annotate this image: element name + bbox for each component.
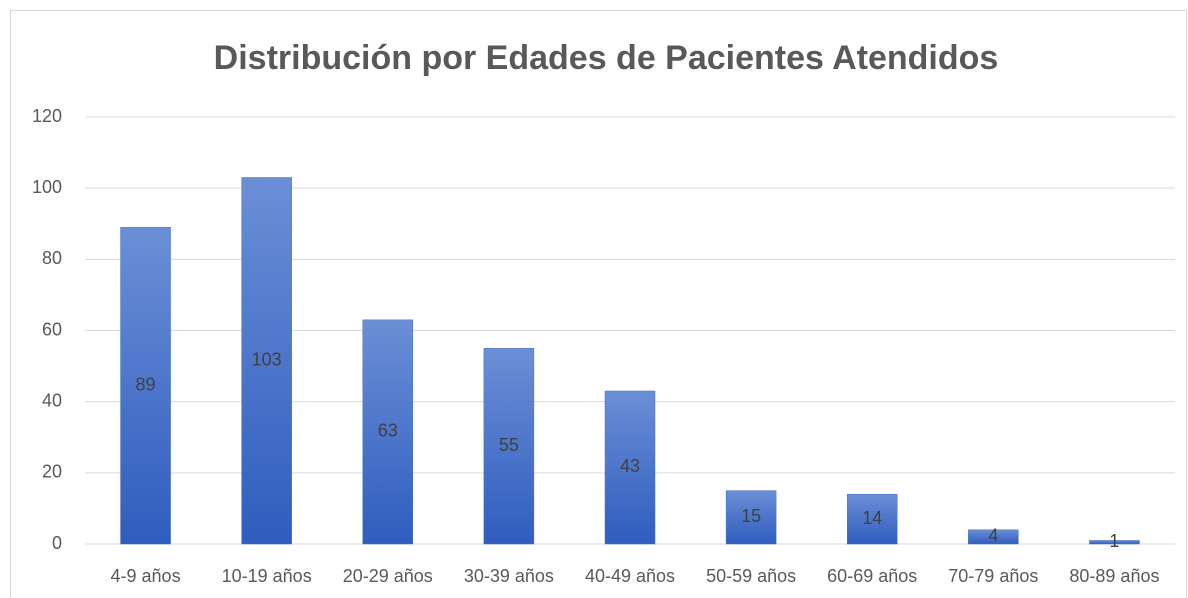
data-label: 63 <box>378 421 398 441</box>
bar <box>483 348 535 545</box>
y-tick-label: 80 <box>42 248 62 268</box>
bar <box>362 319 414 545</box>
data-label: 43 <box>620 456 640 476</box>
bar <box>846 493 898 545</box>
x-tick-label: 10-19 años <box>222 566 312 586</box>
x-tick-label: 80-89 años <box>1069 566 1159 586</box>
y-tick-label: 0 <box>52 533 62 553</box>
data-label: 103 <box>252 349 282 369</box>
x-tick-label: 40-49 años <box>585 566 675 586</box>
x-tick-label: 60-69 años <box>827 566 917 586</box>
x-tick-label: 30-39 años <box>464 566 554 586</box>
bar <box>1089 540 1140 545</box>
data-label: 55 <box>499 435 519 455</box>
y-tick-label: 100 <box>32 177 62 197</box>
y-tick-label: 120 <box>32 106 62 126</box>
y-tick-label: 20 <box>42 462 62 482</box>
data-label: 14 <box>862 508 882 528</box>
bar <box>241 177 292 545</box>
x-tick-label: 50-59 años <box>706 566 796 586</box>
data-label: 15 <box>741 506 761 526</box>
y-tick-label: 60 <box>42 319 62 339</box>
bar <box>725 490 777 545</box>
x-tick-label: 70-79 años <box>948 566 1038 586</box>
x-tick-label: 4-9 años <box>111 566 181 586</box>
bar <box>968 529 1019 545</box>
y-tick-label: 40 <box>42 390 62 410</box>
data-label: 89 <box>136 374 156 394</box>
x-tick-label: 20-29 años <box>343 566 433 586</box>
bar <box>120 227 171 545</box>
chart-title: Distribución por Edades de Pacientes Ate… <box>214 39 999 77</box>
chart-border <box>10 10 1187 598</box>
data-label: 4 <box>988 526 998 546</box>
data-label: 1 <box>1109 531 1119 551</box>
bar <box>604 390 656 545</box>
